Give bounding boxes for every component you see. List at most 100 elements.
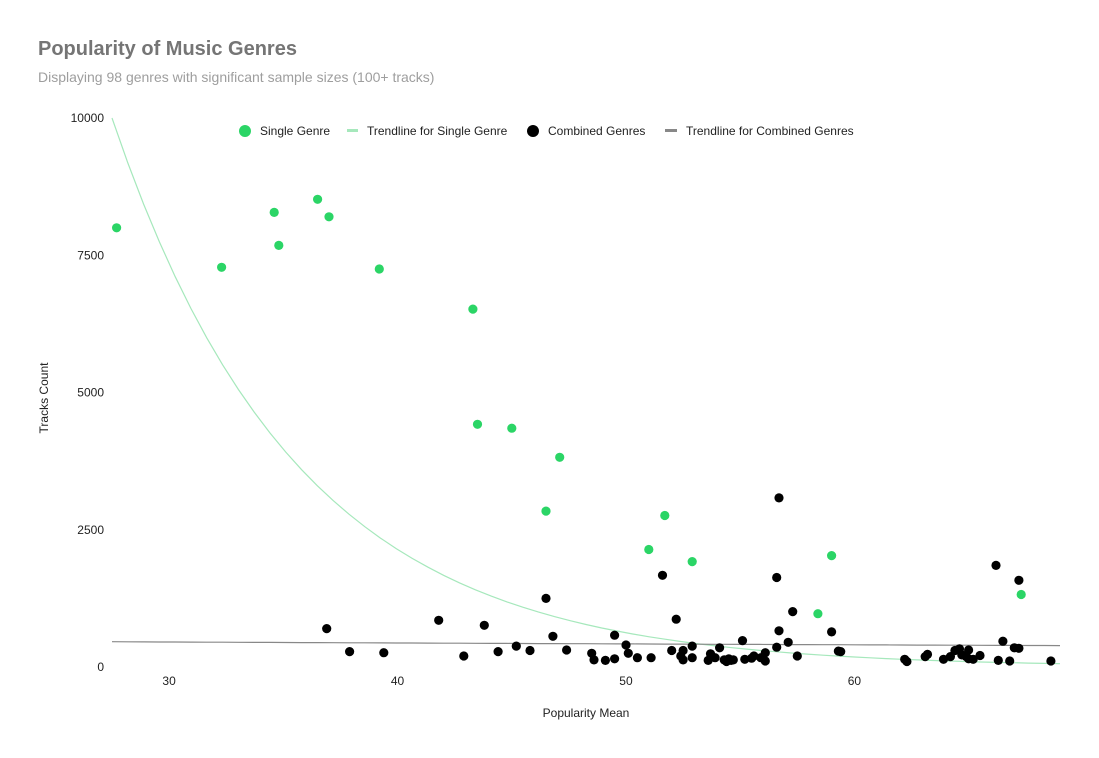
y-axis-tick-labels: 0 2500 5000 7500 10000: [71, 111, 105, 674]
combined-genres-point[interactable]: [760, 648, 770, 658]
legend-item-single-genre[interactable]: Single Genre: [239, 124, 330, 138]
single-genre-point[interactable]: [313, 194, 323, 204]
combined-genres-point[interactable]: [1005, 656, 1015, 666]
combined-genres-point[interactable]: [1014, 643, 1024, 653]
combined-genres-point[interactable]: [964, 645, 974, 655]
trendlines: [111, 117, 1061, 665]
chart-title: Popularity of Music Genres: [38, 38, 297, 60]
combined-genres-point[interactable]: [623, 648, 633, 658]
combined-genres-point[interactable]: [991, 560, 1001, 571]
single-genre-point[interactable]: [813, 609, 823, 619]
combined-genres-point[interactable]: [678, 655, 688, 665]
combined-genres-point[interactable]: [993, 655, 1003, 666]
x-tick-label: 60: [848, 674, 862, 688]
legend-item-combined-trend[interactable]: Trendline for Combined Genres: [665, 124, 854, 138]
combined-genres-point[interactable]: [600, 655, 611, 666]
combined-genres-point[interactable]: [760, 656, 770, 666]
chart-subtitle: Displaying 98 genres with significant sa…: [38, 69, 435, 85]
combined-genres-point[interactable]: [1046, 656, 1056, 666]
combined-genres-point[interactable]: [621, 640, 631, 650]
y-tick-label: 7500: [77, 248, 104, 262]
combined-genres-point[interactable]: [511, 641, 521, 651]
combined-genres-point[interactable]: [667, 645, 677, 656]
combined-genres-point[interactable]: [678, 645, 688, 656]
legend-marker-single-genre: [239, 125, 251, 137]
combined-genres-point[interactable]: [792, 651, 802, 661]
legend-label-single-trend: Trendline for Single Genre: [367, 124, 508, 138]
single-genre-point[interactable]: [644, 544, 654, 555]
combined-genres-point[interactable]: [671, 614, 681, 624]
single-genre-point[interactable]: [274, 240, 284, 250]
combined-genres-point[interactable]: [562, 645, 572, 655]
y-tick-label: 2500: [77, 523, 104, 537]
single-genre-point[interactable]: [1016, 589, 1026, 600]
combined-genres-point[interactable]: [434, 615, 444, 625]
x-tick-label: 40: [391, 674, 405, 688]
combined-genres-point[interactable]: [525, 645, 535, 656]
combined-genres-point[interactable]: [975, 650, 985, 661]
combined-genres-point[interactable]: [737, 636, 748, 646]
combined-genres-point[interactable]: [589, 655, 599, 665]
single-genre-point[interactable]: [472, 419, 483, 429]
combined-genres-point[interactable]: [749, 651, 759, 661]
single-genre-point[interactable]: [555, 452, 565, 462]
combined-genres-point[interactable]: [541, 593, 551, 604]
y-tick-label: 0: [97, 660, 104, 674]
single-genre-point[interactable]: [374, 264, 384, 274]
combined-genres-point[interactable]: [1014, 575, 1024, 585]
single-genre-point[interactable]: [507, 423, 517, 433]
combined-genres-point[interactable]: [774, 493, 784, 503]
combined-genres-point[interactable]: [345, 647, 355, 657]
combined-genres-point[interactable]: [740, 654, 750, 664]
combined-genres-point[interactable]: [772, 642, 782, 652]
legend-marker-single-trend: [347, 129, 358, 132]
combined-genres-point[interactable]: [922, 649, 933, 660]
single-genre-point[interactable]: [541, 506, 551, 516]
combined-genres-point[interactable]: [788, 607, 798, 617]
legend-item-single-trend[interactable]: Trendline for Single Genre: [347, 124, 508, 138]
single-genre-point[interactable]: [217, 262, 227, 272]
single-genre-point[interactable]: [269, 207, 279, 217]
combined-genres-point[interactable]: [379, 648, 389, 658]
x-axis-title: Popularity Mean: [543, 706, 630, 720]
single-genre-point[interactable]: [324, 212, 334, 222]
combined-genres-point[interactable]: [783, 637, 793, 647]
combined-genres-point[interactable]: [322, 624, 332, 634]
y-axis-title: Tracks Count: [37, 362, 51, 434]
legend-marker-combined-trend: [665, 129, 677, 132]
combined-genres-point[interactable]: [836, 647, 846, 657]
single-genre-point[interactable]: [660, 510, 670, 521]
combined-genres-point[interactable]: [998, 636, 1008, 646]
combined-genres-point[interactable]: [968, 654, 978, 664]
combined-genres-point[interactable]: [902, 656, 912, 667]
combined-genres-point[interactable]: [715, 643, 725, 653]
combined-genres-point[interactable]: [710, 653, 720, 663]
combined-genres-point[interactable]: [827, 627, 837, 637]
combined-genres-point[interactable]: [610, 654, 620, 664]
combined-genres-point[interactable]: [687, 653, 697, 663]
combined-genres-point[interactable]: [459, 651, 469, 661]
combined-genres-point[interactable]: [632, 653, 643, 663]
legend-label-combined-trend: Trendline for Combined Genres: [686, 124, 854, 138]
data-points: [112, 194, 1056, 667]
single-genre-point[interactable]: [827, 551, 837, 561]
single-genre-point[interactable]: [687, 557, 697, 567]
combined-genres-point[interactable]: [493, 647, 503, 657]
combined-genres-point[interactable]: [657, 570, 668, 580]
combined-genres-point[interactable]: [610, 630, 620, 640]
single-genre-point[interactable]: [112, 223, 122, 233]
y-tick-label: 10000: [71, 111, 105, 125]
x-tick-label: 50: [619, 674, 633, 688]
combined-genres-point[interactable]: [774, 626, 784, 636]
combined-genres-point[interactable]: [687, 641, 697, 651]
combined-genres-point[interactable]: [728, 655, 738, 665]
combined-genres-point[interactable]: [938, 654, 949, 664]
single-genre-point[interactable]: [468, 304, 478, 314]
combined-genres-point[interactable]: [479, 620, 489, 630]
combined-genres-point[interactable]: [548, 631, 558, 641]
combined-genres-point[interactable]: [772, 572, 782, 583]
legend-item-combined-genres[interactable]: Combined Genres: [527, 124, 645, 138]
combined-genres-point[interactable]: [646, 653, 656, 663]
trendline-single-genre: [111, 117, 1061, 665]
